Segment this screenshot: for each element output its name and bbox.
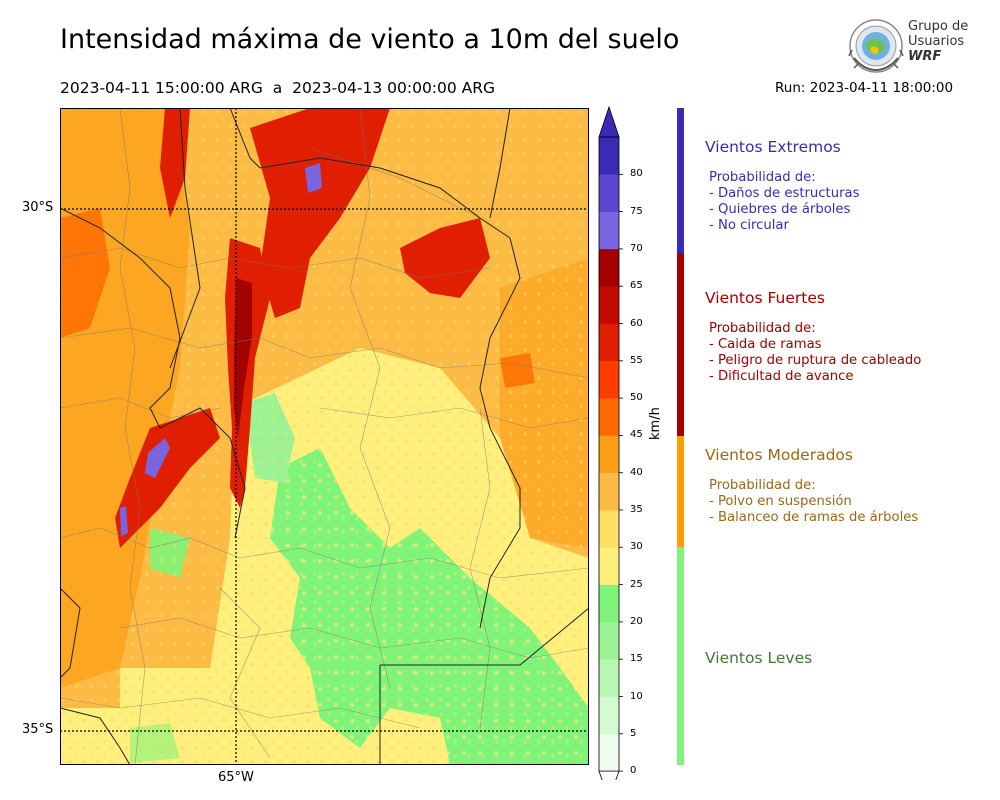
category-line: - Dificultad de avance [709,369,854,384]
category-moderados: Vientos Moderados Probabilidad de: - Pol… [705,446,918,526]
far-west-strong-patch [60,208,110,338]
colorbar-segment [599,621,619,660]
colorbar-tick-label: 5 [630,727,637,739]
category-line: Probabilidad de: [709,478,816,493]
category-line: - Balanceo de ramas de árboles [709,510,919,525]
colorbar-extend-high [598,105,620,138]
colorbar-segment [599,435,619,473]
colorbar-segment [599,286,619,324]
map-frame [60,108,589,765]
colorbar-segment [599,659,619,697]
category-line: - Caida de ramas [709,337,822,352]
category-line: - Quiebres de árboles [709,202,851,217]
colorbar-segment [599,174,619,212]
colorbar-segment [599,510,619,548]
category-title: Vientos Fuertes [705,289,825,307]
colorbar-tick-label: 20 [630,615,643,627]
colorbar-segment [599,248,619,287]
colorbar-segment [599,584,619,623]
colorbar [598,105,623,780]
category-bar-extremos [677,108,684,253]
category-bar-leves [677,547,684,765]
lon-label-65w: 65°W [218,770,254,785]
colorbar-tick-label: 60 [630,317,643,329]
category-line: - Polvo en suspensión [709,494,852,509]
north-west-strong-streak [160,108,190,218]
colorbar-extend-low [598,770,620,780]
province-borders [60,108,589,765]
colorbar-segment [599,137,619,175]
western-extreme-core [145,438,170,478]
wind-map [60,108,589,765]
colorbar-tick-label: 25 [630,578,643,590]
category-description: Probabilidad de: - Caida de ramas - Peli… [705,321,921,385]
colorbar-segment [599,547,619,585]
colorbar-outline [598,136,620,772]
colorbar-tick-label: 15 [630,653,643,665]
valid-period: 2023-04-11 15:00:00 ARG a 2023-04-13 00:… [60,79,496,97]
logo-line-2: Usuarios [908,34,965,49]
northern-strong-core [250,108,390,318]
east-strong-patch [500,353,535,388]
colorbar-unit-label: km/h [648,407,663,440]
colorbar-segment [599,733,619,772]
colorbar-segment [599,472,619,511]
graticule [60,108,589,765]
run-timestamp: Run: 2023-04-11 18:00:00 [775,80,954,96]
category-description: Probabilidad de: - Daños de estructuras … [705,170,859,234]
category-bar-fuertes [677,253,684,436]
globe-emblem-icon [848,19,904,73]
colorbar-tick-label: 80 [630,168,643,180]
map-title: Intensidad máxima de viento a 10m del su… [60,24,680,55]
category-title: Vientos Extremos [705,138,841,156]
category-bar-moderados [677,436,684,547]
colorbar-tick-label: 75 [630,205,643,217]
colorbar-tick-label: 0 [630,765,637,777]
colorbar-tick-label: 45 [630,429,643,441]
category-line: Probabilidad de: [709,170,816,185]
colorbar-segment [599,360,619,399]
category-line: - Daños de estructuras [709,186,860,201]
category-extremos: Vientos Extremos Probabilidad de: - Daño… [705,138,859,234]
category-fuertes: Vientos Fuertes Probabilidad de: - Caida… [705,289,921,385]
logo-line-1: Grupo de [908,19,969,34]
category-line: - Peligro de ruptura de cableado [709,353,922,368]
category-title: Vientos Moderados [705,446,853,464]
ridge-dark-core [234,278,252,438]
colorbar-tick-label: 70 [630,242,643,254]
western-extreme-core-small [120,506,128,536]
logo-line-3: WRF [908,49,942,64]
colorbar-segment [599,211,619,250]
northern-extreme-core [305,163,322,193]
colorbar-tick-label: 40 [630,466,643,478]
lat-label-30s: 30°S [22,200,54,215]
colorbar-tick-label: 10 [630,690,643,702]
colorbar-tick-label: 30 [630,541,643,553]
category-title: Vientos Leves [705,649,813,667]
category-description: Probabilidad de: - Polvo en suspensión -… [705,478,918,526]
colorbar-tick-label: 55 [630,354,643,366]
colorbar-tick-label: 50 [630,392,643,404]
colorbar-tick-label: 65 [630,280,643,292]
category-line: - No circular [709,218,789,233]
colorbar-segment [599,696,619,735]
north-east-strong-core [400,218,490,298]
category-leves: Vientos Leves [705,649,812,667]
colorbar-segment [599,398,619,436]
category-line: Probabilidad de: [709,321,816,336]
western-strong-band [115,408,220,548]
lat-label-35s: 35°S [22,722,54,737]
logo-text: Grupo de Usuarios WRF [908,19,968,64]
colorbar-tick-label: 35 [630,504,643,515]
country-borders [60,108,589,765]
wrf-logo: Grupo de Usuarios WRF [848,18,973,74]
colorbar-segment [599,323,619,362]
